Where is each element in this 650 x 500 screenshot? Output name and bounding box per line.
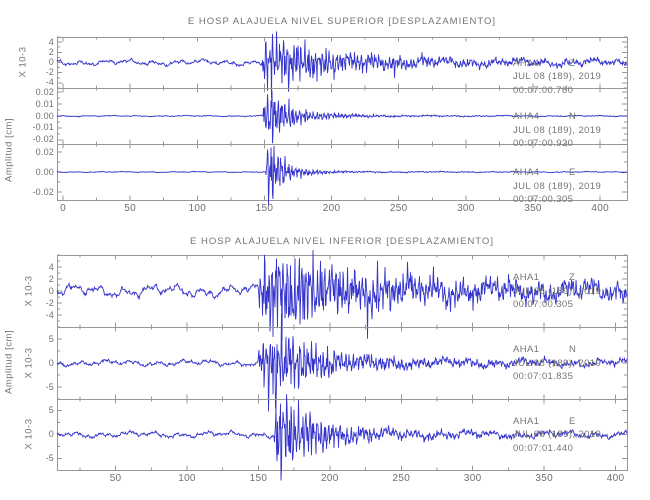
x-tick-label: 150	[255, 203, 274, 214]
trace-label-aha1-e: AHA1 E JUL 08 (189), 2019 00:07:01.440	[513, 415, 643, 456]
panel-inferior-title: E HOSP ALAJUELA NIVEL INFERIOR [DESPLAZA…	[190, 236, 494, 247]
station-code: AHA4	[513, 167, 540, 178]
y-tick-label: -2	[45, 297, 54, 308]
y-tick-label: -5	[45, 381, 54, 392]
component-code: Z	[569, 57, 576, 69]
y-tick-label: -0.02	[32, 134, 54, 145]
x-tick-label: 0	[60, 203, 66, 214]
component-code: E	[569, 167, 576, 178]
y-tick-label: -4	[45, 309, 54, 320]
y-tick-label: 0.00	[35, 166, 54, 177]
trace-date: JUL 08 (189), 2019	[513, 124, 602, 136]
trace-date: JUL 08 (189), 2019	[513, 71, 602, 82]
trace-date: JUL 08 (189), 2019	[513, 429, 602, 440]
y-tick-label: -2	[45, 67, 54, 78]
y-tick-label: 0.02	[35, 146, 54, 157]
station-code: AHA1	[513, 272, 540, 283]
y-tick-label: 0	[48, 357, 54, 368]
waveform-AHA1-N	[56, 313, 628, 412]
x-tick-label: 350	[524, 203, 542, 214]
x-tick-label: 200	[322, 203, 341, 214]
trace-start-time: 00:07:00.305	[513, 299, 574, 310]
component-code: Z	[569, 272, 576, 283]
trace-start-time: 00:07:00.920	[513, 138, 574, 149]
y-tick-label: 2	[48, 273, 54, 284]
y-tick-label: 0.01	[35, 98, 54, 109]
x-tick-label: 200	[321, 473, 339, 484]
y-tick-label: 0	[48, 57, 54, 67]
trace-start-time: 00:07:00.760	[513, 84, 574, 96]
y-tick-label: 0.02	[35, 86, 54, 97]
trace-start-time: 00:07:00.305	[513, 194, 574, 205]
y-tick-label: -0.01	[32, 122, 54, 133]
x-tick-label: 100	[178, 473, 196, 484]
trace-label-aha4-z: AHA4 Z JUL 08 (189), 2019 00:07:00.760	[513, 57, 643, 98]
y-tick-label: 2	[48, 46, 54, 57]
waveform-AHA1-E	[56, 394, 628, 481]
x-tick-label: 100	[188, 203, 207, 214]
panel-superior-title: E HOSP ALAJUELA NIVEL SUPERIOR [DESPLAZA…	[187, 16, 497, 27]
x-tick-label: 150	[249, 473, 268, 484]
y-tick-label: 4	[48, 36, 54, 47]
trace-date: JUL 08 (189), 2019	[513, 180, 602, 192]
y-tick-label: -0.02	[32, 186, 54, 197]
station-code: AHA4	[513, 111, 540, 122]
station-code: AHA4	[513, 57, 540, 69]
y-tick-label: 5	[48, 333, 54, 344]
y-tick-label: 0	[48, 429, 54, 439]
waveform-AHA1-Z	[56, 249, 628, 341]
waveform-AHA4-N	[56, 90, 628, 144]
trace-label-aha1-n: AHA1 N JUL 08 (189), 2019 00:07:01.835	[513, 343, 643, 384]
station-code: AHA1	[513, 415, 540, 427]
y-tick-label: -5	[45, 452, 54, 463]
y-tick-label: 0	[48, 285, 54, 296]
x-tick-label: 50	[109, 473, 122, 484]
y-tick-label: 0.00	[35, 110, 54, 121]
x-tick-label: 400	[606, 473, 625, 484]
x-tick-label: 350	[535, 473, 553, 484]
y-axis-label-inferior: Amplitud [cm]	[3, 329, 15, 395]
trace-start-time: 00:07:01.440	[513, 442, 574, 454]
waveform-AHA4-Z	[56, 31, 628, 99]
trace-date: JUL 08 (189), 2019	[513, 285, 602, 297]
trace-label-aha4-n: AHA4 N JUL 08 (189), 2019 00:07:00.920	[513, 110, 643, 151]
y-axis-label-superior: Amplitud [cm]	[3, 117, 15, 183]
component-code: N	[569, 344, 577, 355]
x-tick-label: 250	[389, 203, 408, 214]
x-tick-label: 250	[392, 473, 411, 484]
component-code: N	[569, 111, 577, 122]
trace-date: JUL 08 (189), 2019	[513, 357, 602, 369]
x-tick-label: 300	[457, 203, 475, 214]
trace-start-time: 00:07:01.835	[513, 371, 574, 382]
trace-label-aha1-z: AHA1 Z JUL 08 (189), 2019 00:07:00.305	[513, 271, 643, 312]
trace-label-aha4-e: AHA4 E JUL 08 (189), 2019 00:07:00.305	[513, 166, 643, 207]
x-tick-label: 50	[124, 203, 137, 214]
component-code: E	[569, 415, 576, 427]
waveform-AHA4-E	[56, 145, 628, 206]
y-tick-label: -4	[45, 77, 54, 88]
station-code: AHA1	[513, 344, 540, 355]
y-tick-label: 4	[48, 261, 54, 272]
x-tick-label: 400	[591, 203, 609, 214]
y-tick-label: 5	[48, 405, 54, 415]
x-tick-label: 300	[463, 473, 482, 484]
